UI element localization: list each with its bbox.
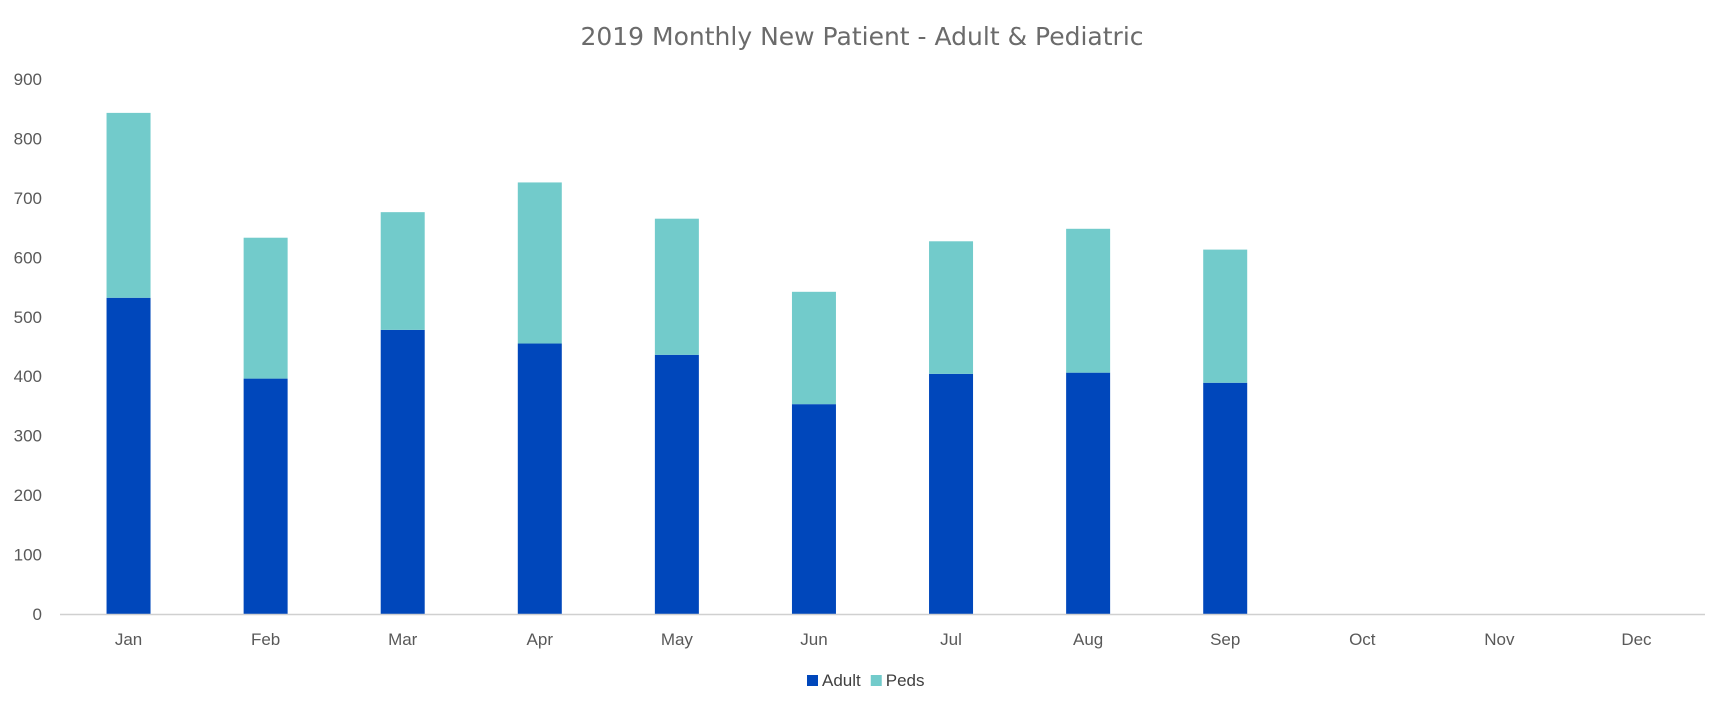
y-tick-label: 500 (14, 308, 42, 327)
y-tick-label: 600 (14, 248, 42, 267)
bar-adult-aug (1066, 372, 1111, 614)
chart-title: 2019 Monthly New Patient - Adult & Pedia… (580, 22, 1143, 51)
y-tick-label: 200 (14, 486, 42, 505)
x-tick-label: Apr (527, 630, 554, 649)
bar-adult-sep (1203, 382, 1248, 614)
legend-label-adult: Adult (822, 671, 861, 690)
bar-adult-may (654, 354, 699, 614)
legend-swatch-peds (870, 675, 882, 686)
y-tick-label: 400 (14, 367, 42, 386)
bar-peds-jun (791, 291, 836, 405)
y-tick-label: 900 (14, 70, 42, 89)
x-tick-label: Jul (940, 630, 962, 649)
bar-adult-mar (380, 329, 425, 614)
x-tick-label: Sep (1210, 630, 1240, 649)
bar-adult-feb (243, 378, 288, 614)
legend-swatch-adult (807, 675, 818, 686)
x-tick-label: Mar (388, 630, 418, 649)
bar-adult-jul (929, 373, 974, 614)
bar-peds-aug (1066, 228, 1111, 373)
x-tick-label: Dec (1621, 630, 1652, 649)
x-tick-label: Jan (115, 630, 142, 649)
y-tick-label: 300 (14, 427, 42, 446)
bar-peds-jul (929, 241, 974, 374)
bar-adult-jun (791, 404, 836, 614)
y-axis-labels: 0 100 200 300 400 500 600 700 800 900 (14, 70, 42, 624)
bar-group (106, 112, 1248, 614)
x-tick-label: Aug (1073, 630, 1103, 649)
bar-peds-apr (517, 182, 562, 344)
x-tick-label: Jun (800, 630, 827, 649)
bar-adult-jan (106, 297, 151, 614)
legend: Adult Peds (807, 671, 925, 690)
x-tick-label: Feb (251, 630, 280, 649)
x-axis-labels: Jan Feb Mar Apr May Jun Jul Aug Sep Oct Nov Dec (115, 630, 1652, 649)
y-tick-label: 800 (14, 129, 42, 148)
y-tick-label: 100 (14, 546, 42, 565)
bar-adult-apr (517, 343, 562, 614)
x-tick-label: Oct (1349, 630, 1376, 649)
bar-peds-may (654, 218, 699, 355)
bar-peds-sep (1203, 249, 1248, 383)
y-tick-label: 700 (14, 189, 42, 208)
y-tick-label: 0 (33, 605, 42, 624)
x-tick-label: May (661, 630, 694, 649)
bar-peds-jan (106, 112, 151, 298)
bar-peds-mar (380, 212, 425, 330)
bar-peds-feb (243, 237, 288, 379)
x-tick-label: Nov (1484, 630, 1515, 649)
legend-label-peds: Peds (886, 671, 925, 690)
